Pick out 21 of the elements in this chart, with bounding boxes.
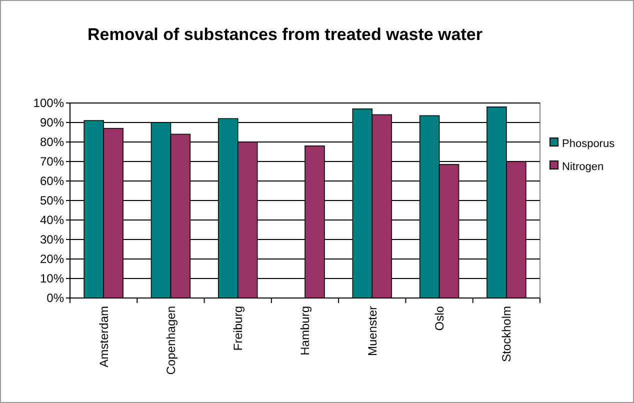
y-tick-label: 70%	[40, 154, 64, 169]
x-tick-label: Copenhagen	[164, 306, 178, 375]
y-tick-label: 80%	[40, 135, 64, 150]
x-tick-label: Muenster	[365, 306, 380, 356]
y-tick-label: 60%	[40, 174, 64, 188]
y-tick-label: 100%	[33, 96, 64, 110]
x-tick-label: Amsterdam	[96, 306, 111, 368]
y-tick-label: 10%	[40, 272, 64, 286]
legend-label: Phosporus	[562, 138, 616, 150]
chart-title: Removal of substances from treated waste water	[88, 25, 483, 44]
y-tick-label: 50%	[40, 194, 64, 208]
x-tick-label: Stockholm	[500, 306, 514, 362]
x-tick-label: Oslo	[432, 306, 446, 331]
x-tick-label: Hamburg	[298, 306, 312, 356]
y-tick-label: 90%	[40, 116, 64, 130]
y-tick-label: 20%	[40, 252, 64, 266]
y-tick-label: 30%	[40, 232, 64, 247]
x-tick-label: Freiburg	[231, 306, 246, 351]
legend-label: Nitrogen	[562, 160, 604, 173]
y-tick-label: 40%	[40, 213, 64, 228]
y-tick-label: 0%	[46, 291, 64, 306]
